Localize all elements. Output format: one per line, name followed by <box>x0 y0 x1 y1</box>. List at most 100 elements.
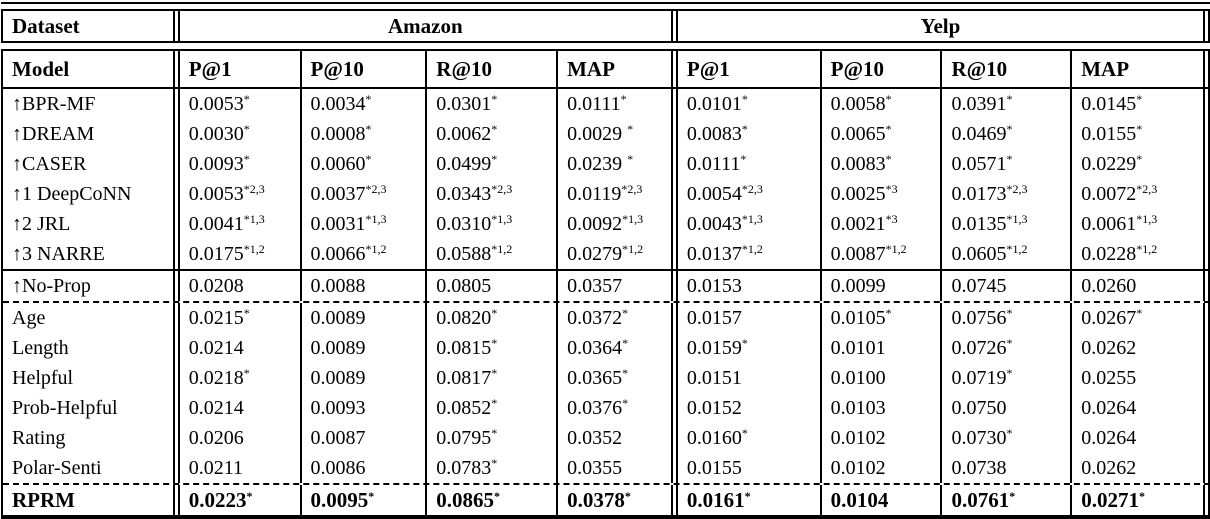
main-table-block: Model P@1 P@10 R@10 MAP P@1 P@10 R@10 MAP ↑BPR-MF… <box>1 49 1210 519</box>
metric-value-cell: 0.0072*2,3 <box>1070 179 1203 209</box>
metric-value-cell: 0.0264 <box>1070 423 1203 453</box>
vertical-double-rule <box>670 149 678 179</box>
metric-value-cell: 0.0175*1,2 <box>188 242 265 265</box>
vertical-double-rule <box>1203 393 1210 423</box>
vertical-double-rule <box>670 119 678 149</box>
metric-value-cell: 0.0262 <box>1070 333 1203 363</box>
model-name-cell: Rating <box>12 427 66 449</box>
significance-superscript: * <box>243 366 250 380</box>
metric-value-cell: 0.0376* <box>556 393 671 423</box>
significance-superscript: * <box>243 306 250 320</box>
significance-superscript: * <box>1136 92 1143 106</box>
vertical-double-rule <box>670 303 678 333</box>
model-name-cell: ↑BPR-MF <box>12 93 96 115</box>
metric-value-cell: 0.0469* <box>940 119 1070 149</box>
metric-value-cell: 0.0083* <box>686 122 748 145</box>
metric-header-cell: P@10 <box>299 51 426 87</box>
metric-value-cell: 0.0099 <box>819 271 941 301</box>
metric-value-cell: 0.0088 <box>299 271 426 301</box>
significance-superscript: * <box>622 306 629 320</box>
significance-superscript: *1,2 <box>491 242 513 256</box>
vertical-double-rule <box>1203 209 1210 239</box>
metric-value-cell: 0.0083* <box>819 149 941 179</box>
metric-value-cell: 0.0086 <box>299 453 426 483</box>
metric-value-cell: 0.0173*2,3 <box>940 179 1070 209</box>
vertical-double-rule <box>1203 271 1210 301</box>
significance-superscript: * <box>243 122 250 136</box>
vertical-double-rule <box>172 51 180 87</box>
metric-value-cell: 0.0160* <box>686 426 748 449</box>
metric-header-cell: MAP <box>556 51 671 87</box>
metric-value-cell: 0.0155 <box>686 457 742 479</box>
metric-value-cell: 0.0089 <box>299 333 426 363</box>
significance-superscript: * <box>741 336 748 350</box>
table-row: ↑CASER 0.0093* 0.0060* 0.0499* 0.0239 * 0.011… <box>3 149 1210 179</box>
metric-value-cell: 0.0053* <box>188 92 250 115</box>
vertical-double-rule <box>172 239 180 269</box>
significance-superscript: * <box>1006 306 1013 320</box>
significance-superscript: * <box>1006 366 1013 380</box>
table-row: Helpful 0.0218* 0.0089 0.0817* 0.0365* 0.0151… <box>3 363 1210 393</box>
table-row: ↑3 NARRE 0.0175*1,2 0.0066*1,2 0.0588*1,2 0.… <box>3 239 1210 271</box>
vertical-double-rule <box>670 11 678 41</box>
significance-superscript: * <box>368 489 375 503</box>
significance-superscript: * <box>365 92 372 106</box>
vertical-double-rule <box>670 363 678 393</box>
significance-superscript: * <box>620 92 627 106</box>
metric-value-cell: 0.0151 <box>686 367 742 389</box>
significance-superscript: *1,2 <box>1006 242 1028 256</box>
metric-value-cell: 0.0865* <box>425 485 556 515</box>
vertical-double-rule <box>670 485 678 515</box>
metric-value-cell: 0.0060* <box>299 149 426 179</box>
significance-superscript: *2,3 <box>491 182 513 196</box>
model-name-cell: ↑DREAM <box>12 123 95 145</box>
vertical-double-rule <box>1203 423 1210 453</box>
model-name-cell: Helpful <box>12 367 74 389</box>
model-name-cell: ↑1 DeepCoNN <box>12 183 132 205</box>
vertical-double-rule <box>670 393 678 423</box>
metric-value-cell: 0.0155* <box>1070 119 1203 149</box>
table-row: Length 0.0214 0.0089 0.0815* 0.0364* 0.0159* 0… <box>3 333 1210 363</box>
metric-value-cell: 0.0815* <box>425 333 556 363</box>
metric-value-cell: 0.0103 <box>819 393 941 423</box>
significance-superscript: *1,3 <box>1006 212 1028 226</box>
metric-value-cell: 0.0215* <box>188 306 250 329</box>
vertical-double-rule <box>670 179 678 209</box>
metric-value-cell: 0.0214 <box>188 397 244 419</box>
significance-superscript: *1,3 <box>622 212 644 226</box>
significance-superscript: * <box>627 152 634 166</box>
metric-value-cell: 0.0054*2,3 <box>686 182 763 205</box>
significance-superscript: * <box>627 122 634 136</box>
significance-superscript: * <box>365 152 372 166</box>
metric-value-cell: 0.0145* <box>1070 89 1203 119</box>
metric-value-cell: 0.0111* <box>556 89 671 119</box>
metric-value-cell: 0.0105* <box>819 303 941 333</box>
significance-superscript: *3 <box>885 182 898 196</box>
vertical-double-rule <box>172 149 180 179</box>
significance-superscript: * <box>491 366 498 380</box>
metric-value-cell: 0.0101* <box>686 92 748 115</box>
metric-value-cell: 0.0783* <box>425 453 556 483</box>
metric-value-cell: 0.0092*1,3 <box>556 209 671 239</box>
significance-superscript: * <box>1138 489 1145 503</box>
significance-superscript: * <box>246 489 253 503</box>
significance-superscript: * <box>1006 92 1013 106</box>
model-name-cell: Polar-Senti <box>12 457 102 479</box>
metric-header-cell: P@1 <box>686 57 730 81</box>
metric-header-cell: P@10 <box>819 51 941 87</box>
metric-value-cell: 0.0267* <box>1070 303 1203 333</box>
table-row: ↑1 DeepCoNN 0.0053*2,3 0.0037*2,3 0.0343*2,… <box>3 179 1210 209</box>
yelp-group-header: Yelp <box>920 14 961 38</box>
significance-superscript: *2,3 <box>243 182 265 196</box>
significance-superscript: * <box>885 92 892 106</box>
vertical-double-rule <box>172 453 180 483</box>
significance-superscript: * <box>1136 152 1143 166</box>
metric-value-cell: 0.0364* <box>556 333 671 363</box>
significance-superscript: * <box>491 92 498 106</box>
metric-value-cell: 0.0239 * <box>556 149 671 179</box>
metric-value-cell: 0.0037*2,3 <box>299 179 426 209</box>
significance-superscript: * <box>885 306 892 320</box>
significance-superscript: * <box>1006 152 1013 166</box>
metric-value-cell: 0.0087 <box>299 423 426 453</box>
metric-header-row: Model P@1 P@10 R@10 MAP P@1 P@10 R@10 MAP <box>3 51 1210 89</box>
